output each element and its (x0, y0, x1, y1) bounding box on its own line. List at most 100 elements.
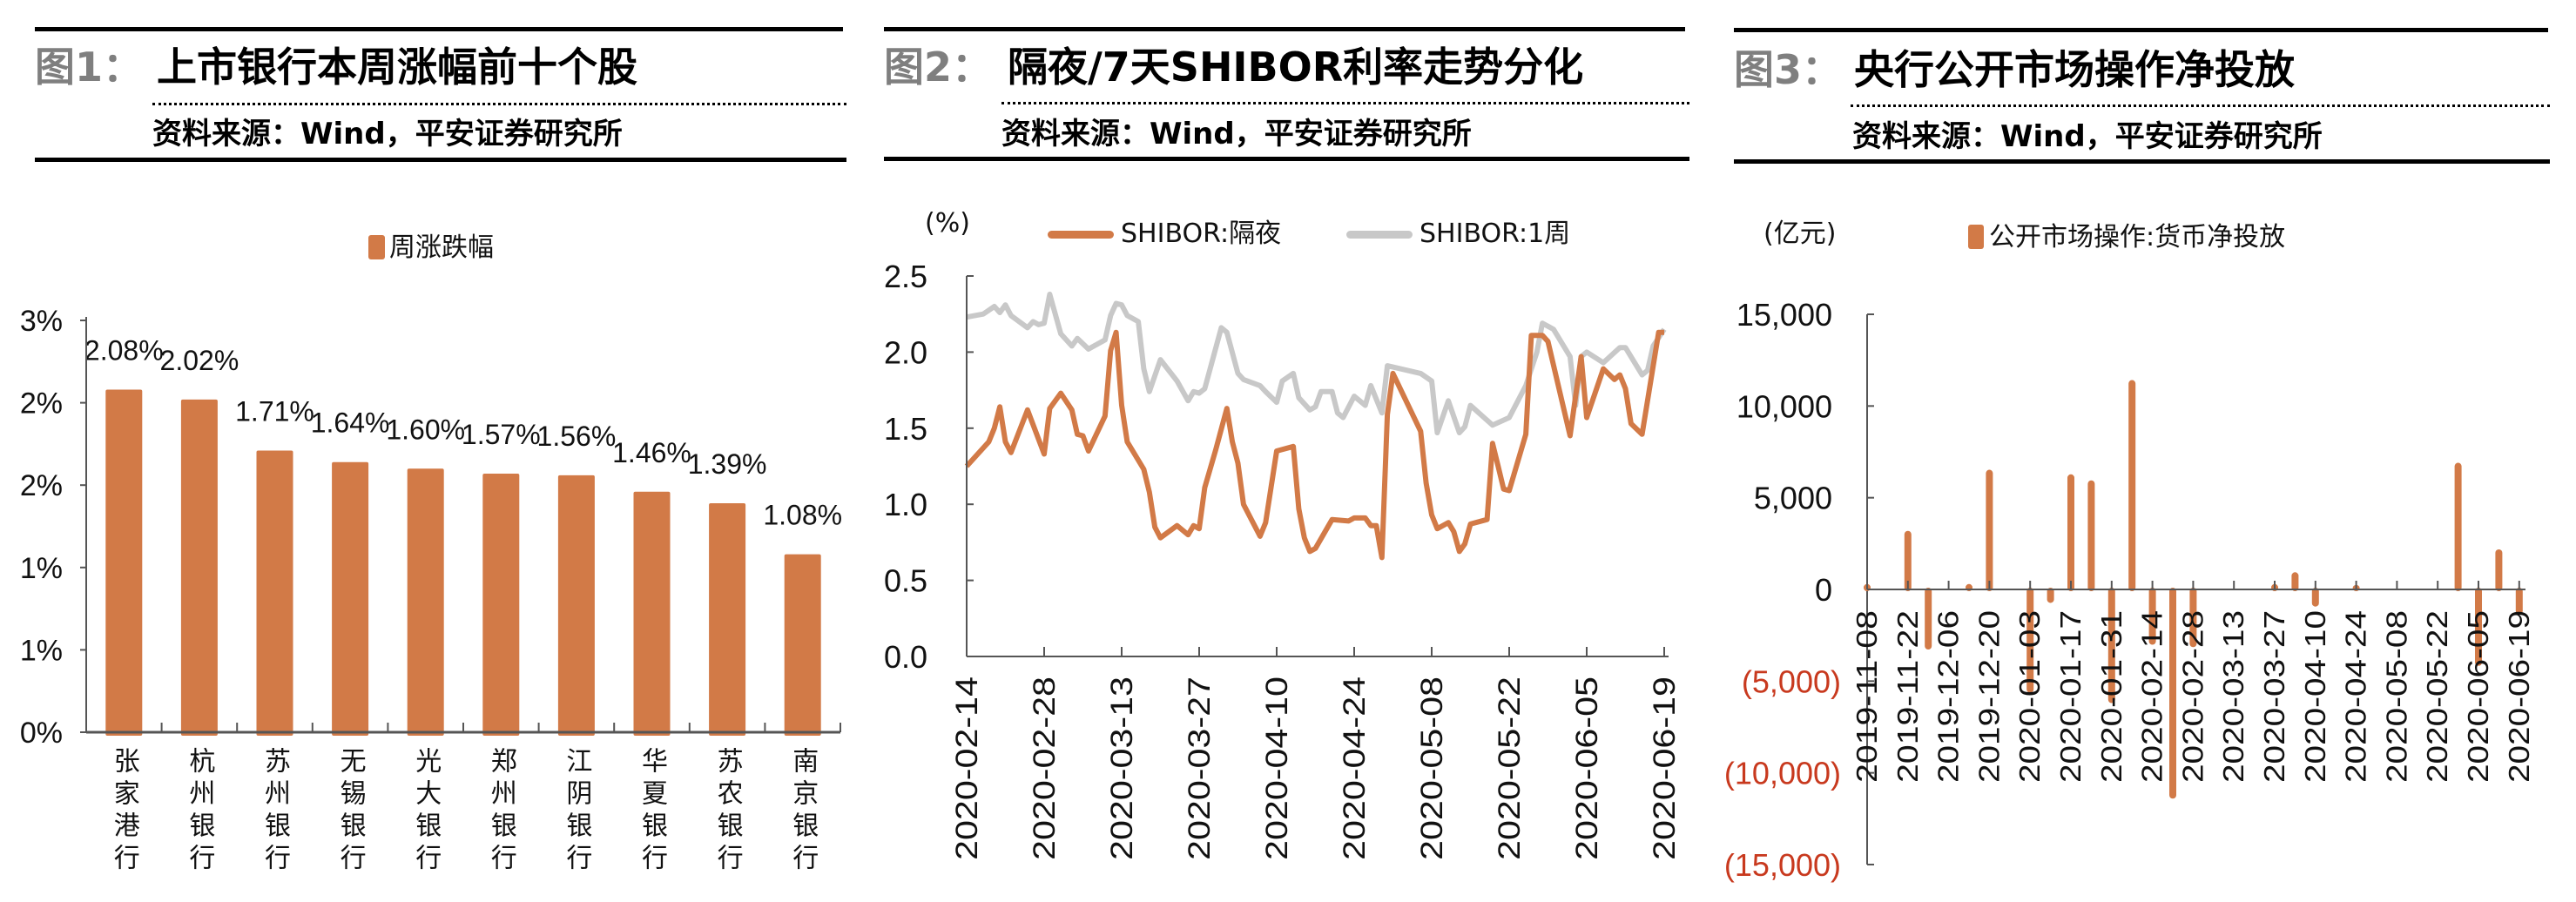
y-tick-label: 0% (20, 717, 63, 750)
bar (256, 450, 293, 736)
panel2-dotted-divider (1001, 102, 1689, 104)
data-label: 1.46% (612, 437, 691, 468)
category-label: 张家港行 (110, 747, 140, 876)
figure-1-label: 图1： (35, 44, 144, 91)
x-tick-label: 2020-02-14 (2136, 610, 2168, 783)
x-tick-label: 2020-05-22 (1493, 676, 1527, 860)
x-tick-label: 2020-04-10 (2299, 610, 2331, 783)
y-tick-label: 2% (20, 387, 63, 421)
x-tick-label: 2020-03-13 (1105, 676, 1139, 860)
chart-top10-bank-gainers: 0% 1% 1% 2% 2% 3% 2.08% 张家港行 2.02% 杭州银行 1.71% 苏州银行 1… (20, 305, 842, 876)
figure-2-source: 资料来源：Wind，平安证券研究所 (1001, 117, 1472, 151)
category-label: 南京银行 (788, 747, 819, 876)
bar (709, 503, 746, 736)
category-label: 苏州银行 (260, 747, 291, 876)
legend-label-weekly-change: 周涨跌幅 (389, 232, 494, 263)
bar (2047, 588, 2054, 603)
y-tick-label: 10,000 (1736, 388, 1832, 424)
y-tick-label: 15,000 (1736, 297, 1832, 333)
figure-2-label: 图2： (884, 44, 993, 91)
x-tick-label: 2020-01-03 (2013, 610, 2046, 783)
x-tick-label: 2020-05-08 (2380, 610, 2412, 783)
category-label: 杭州银行 (185, 747, 215, 876)
x-tick-label: 2020-01-31 (2095, 610, 2128, 783)
series-line (966, 292, 1667, 435)
bar (180, 399, 218, 736)
x-tick-label: 2020-05-22 (2421, 610, 2453, 783)
y-tick-label: 2.5 (884, 259, 927, 294)
x-tick-label: 2020-03-27 (2258, 610, 2290, 783)
legend-label-net-injection: 公开市场操作:货币净投放 (1989, 222, 2286, 252)
x-tick-label: 2020-02-28 (1028, 676, 1062, 860)
chart3-unit-label: (亿元) (1763, 219, 1837, 249)
bar (784, 554, 821, 736)
bar (332, 461, 369, 736)
bar (2067, 474, 2074, 591)
category-label: 无锡银行 (336, 747, 367, 876)
x-tick-label: 2020-06-05 (2462, 610, 2494, 783)
bar (1904, 530, 1912, 591)
figure-3-source: 资料来源：Wind，平安证券研究所 (1852, 119, 2323, 154)
panel1-bottom-rule (35, 158, 846, 162)
panel3-dotted-divider (1851, 104, 2550, 107)
y-tick-label: 3% (20, 305, 63, 338)
x-tick-label: 2020-01-17 (2054, 610, 2087, 783)
chart-shibor-trend: 0.0 0.5 1.0 1.5 2.0 2.5 2020-02-14 2020-02-28 20… (884, 259, 1682, 860)
y-tick-label: (15,000) (1724, 847, 1841, 883)
x-tick-label: 2019-12-20 (1972, 610, 2005, 783)
data-label: 1.08% (763, 500, 842, 531)
y-tick-label: 0.5 (884, 563, 927, 599)
panel1-dotted-divider (152, 103, 846, 105)
legend-label-1week: SHIBOR:1周 (1419, 219, 1571, 249)
data-label: 2.08% (84, 334, 164, 366)
category-label: 华夏银行 (637, 747, 668, 876)
y-tick-label: 1% (20, 634, 63, 667)
x-tick-label: 2020-03-13 (2217, 610, 2249, 783)
chart-open-market-net-injection: 15,000 10,000 5,000 0 (5,000) (10,000) (15,000… (1724, 297, 2535, 883)
legend-swatch-net-injection (1968, 225, 1984, 249)
x-tick-label: 2020-04-24 (2340, 610, 2372, 783)
y-tick-label: 1.5 (884, 411, 927, 447)
bar (2189, 588, 2197, 648)
panel3-top-rule (1734, 28, 2548, 32)
bar (2515, 588, 2523, 615)
y-tick-label: 2.0 (884, 334, 927, 370)
data-label: 2.02% (160, 345, 239, 376)
panel2-top-rule (884, 27, 1685, 31)
x-tick-label: 2020-05-08 (1415, 676, 1449, 860)
x-tick-label: 2020-04-24 (1338, 676, 1372, 860)
bar (105, 389, 143, 736)
figure-1-source: 资料来源：Wind，平安证券研究所 (152, 117, 623, 151)
bar (2311, 588, 2319, 607)
bar (407, 468, 444, 736)
bar (2128, 380, 2136, 591)
bar (2107, 588, 2115, 703)
category-label: 光大银行 (411, 747, 442, 876)
data-label: 1.57% (462, 419, 541, 450)
y-tick-label: 0 (1815, 572, 1832, 608)
category-label: 江阴银行 (562, 747, 592, 876)
bar (482, 473, 520, 736)
bar (2291, 572, 2299, 591)
x-tick-label: 2020-02-28 (2176, 610, 2208, 783)
x-tick-label: 2019-11-22 (1892, 610, 1924, 783)
legend-label-overnight: SHIBOR:隔夜 (1121, 219, 1282, 249)
y-tick-label: 1.0 (884, 487, 927, 522)
y-tick-label: 5,000 (1754, 481, 1832, 516)
bar (2148, 588, 2156, 645)
figure-3-label: 图3： (1734, 46, 1843, 93)
x-tick-label: 2020-02-14 (950, 676, 984, 860)
data-label: 1.39% (688, 448, 767, 480)
x-tick-label: 2019-12-06 (1932, 610, 1965, 783)
bar (2087, 480, 2095, 591)
bar (2026, 588, 2034, 693)
x-tick-label: 2020-03-27 (1183, 676, 1217, 860)
x-tick-label: 2020-04-10 (1260, 676, 1294, 860)
legend-swatch-weekly-change (368, 235, 385, 259)
data-label: 1.60% (386, 414, 465, 445)
bar (557, 475, 595, 736)
data-label: 1.56% (537, 421, 617, 452)
data-label: 1.71% (235, 395, 314, 427)
bar (2454, 462, 2462, 591)
